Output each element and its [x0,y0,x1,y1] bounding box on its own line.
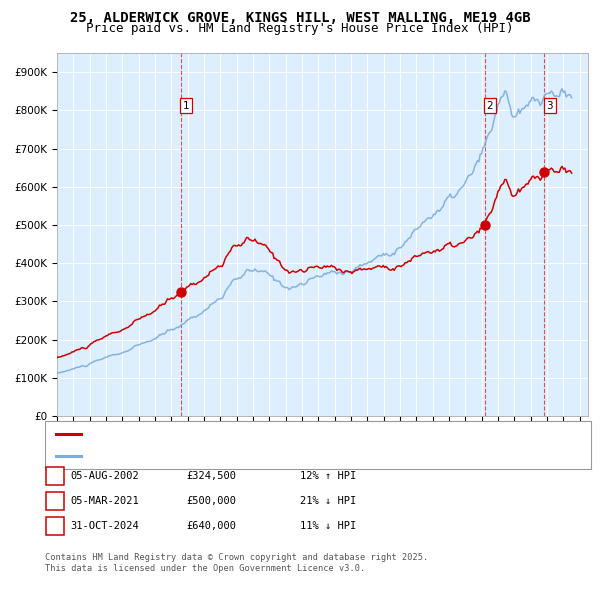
Text: 1: 1 [52,471,58,481]
Text: £324,500: £324,500 [186,471,236,481]
Text: 2: 2 [487,101,493,111]
Text: 31-OCT-2024: 31-OCT-2024 [71,521,140,530]
Text: £500,000: £500,000 [186,496,236,506]
Text: 3: 3 [547,101,553,111]
Text: 2: 2 [52,496,58,506]
Text: 12% ↑ HPI: 12% ↑ HPI [300,471,356,481]
Text: 25, ALDERWICK GROVE, KINGS HILL, WEST MALLING, ME19 4GB: 25, ALDERWICK GROVE, KINGS HILL, WEST MA… [70,11,530,25]
Text: 11% ↓ HPI: 11% ↓ HPI [300,521,356,530]
Text: 25, ALDERWICK GROVE, KINGS HILL, WEST MALLING, ME19 4GB (detached house): 25, ALDERWICK GROVE, KINGS HILL, WEST MA… [86,429,518,439]
Text: Contains HM Land Registry data © Crown copyright and database right 2025.
This d: Contains HM Land Registry data © Crown c… [45,553,428,573]
Text: 21% ↓ HPI: 21% ↓ HPI [300,496,356,506]
Text: 05-AUG-2002: 05-AUG-2002 [71,471,140,481]
Text: Price paid vs. HM Land Registry's House Price Index (HPI): Price paid vs. HM Land Registry's House … [86,22,514,35]
Text: HPI: Average price, detached house, Tonbridge and Malling: HPI: Average price, detached house, Tonb… [86,451,428,461]
Text: 3: 3 [52,521,58,530]
Text: 1: 1 [183,101,190,111]
Text: £640,000: £640,000 [186,521,236,530]
Text: 05-MAR-2021: 05-MAR-2021 [71,496,140,506]
